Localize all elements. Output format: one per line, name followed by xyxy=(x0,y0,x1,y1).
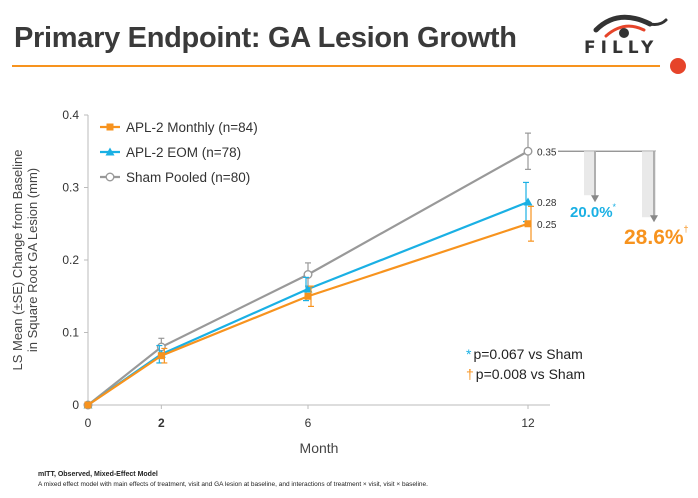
logo-dot xyxy=(670,58,686,74)
arrow-head-eom xyxy=(591,195,599,203)
legend-label-monthly: APL-2 Monthly (n=84) xyxy=(126,120,258,135)
x-tick-label: 0 xyxy=(85,416,92,430)
reduction-eom-symbol: * xyxy=(612,202,617,212)
pvalue-monthly-symbol: † xyxy=(466,366,474,382)
data-point-monthly xyxy=(524,220,532,228)
pvalue-eom-symbol: * xyxy=(466,346,472,362)
legend-label-eom: APL-2 EOM (n=78) xyxy=(126,145,241,160)
chart-annotations: 0.35 0.28 0.25 xyxy=(537,147,658,231)
x-tick-label: 2 xyxy=(158,416,165,430)
legend-marker-sham xyxy=(105,172,115,182)
chart-axes: 0 0.1 0.2 0.3 0.4 0 2 6 12 Month LS Mean (±SE) Cha… xyxy=(10,108,550,456)
arrow-head-monthly xyxy=(650,215,658,223)
data-point-monthly xyxy=(304,292,312,300)
pvalue-monthly-text: p=0.008 vs Sham xyxy=(475,366,586,382)
reduction-eom-value: 20.0% xyxy=(570,204,613,221)
legend-marker-eom xyxy=(105,147,115,156)
pvalue-eom-text: p=0.067 vs Sham xyxy=(473,346,583,362)
reduction-monthly: 28.6%† xyxy=(624,224,689,250)
pvalue-eom: * p=0.067 vs Sham xyxy=(466,346,583,362)
logo-eye-icon xyxy=(593,14,668,38)
title-divider xyxy=(12,65,660,67)
pvalue-monthly: † p=0.008 vs Sham xyxy=(466,366,585,382)
y-tick-label: 0.2 xyxy=(62,253,79,267)
data-point-eom xyxy=(523,197,533,206)
data-point-monthly xyxy=(157,352,165,360)
x-axis-label: Month xyxy=(300,440,339,456)
reduction-monthly-value: 28.6% xyxy=(624,226,684,249)
series-line-monthly xyxy=(87,222,529,406)
reduction-band-monthly xyxy=(642,151,656,218)
logo-wordmark: FILLY xyxy=(584,38,659,58)
chart-series xyxy=(83,132,534,410)
data-point-monthly xyxy=(84,401,92,409)
x-tick-label: 12 xyxy=(521,416,535,430)
footnote-text: A mixed effect model with main effects o… xyxy=(38,481,428,488)
end-value-label: 0.35 xyxy=(537,147,557,158)
series-monthly xyxy=(84,205,534,409)
y-axis-label: LS Mean (±SE) Change from Baselinein Squ… xyxy=(10,149,40,370)
data-point-eom xyxy=(303,284,313,293)
reduction-monthly-symbol: † xyxy=(683,224,689,234)
y-tick-label: 0.3 xyxy=(62,181,79,195)
series-line-sham xyxy=(87,150,529,406)
page-title: Primary Endpoint: GA Lesion Growth xyxy=(14,22,517,54)
legend-label-sham: Sham Pooled (n=80) xyxy=(126,170,250,185)
y-tick-label: 0.4 xyxy=(62,108,79,122)
x-tick-label: 6 xyxy=(305,416,312,430)
chart-legend: APL-2 Monthly (n=84) APL-2 EOM (n=78) Sham… xyxy=(100,120,258,185)
y-tick-label: 0 xyxy=(72,398,79,412)
data-point-sham xyxy=(303,270,313,280)
series-line-eom xyxy=(87,200,529,406)
data-point-sham xyxy=(523,146,533,156)
end-value-label: 0.25 xyxy=(537,220,557,231)
footnote-title: mITT, Observed, Mixed-Effect Model xyxy=(38,471,158,478)
reduction-band-eom xyxy=(584,151,596,196)
end-value-label: 0.28 xyxy=(537,198,557,209)
legend-marker-monthly xyxy=(106,123,114,131)
reduction-eom: 20.0%* xyxy=(570,202,617,221)
y-tick-label: 0.1 xyxy=(62,326,79,340)
